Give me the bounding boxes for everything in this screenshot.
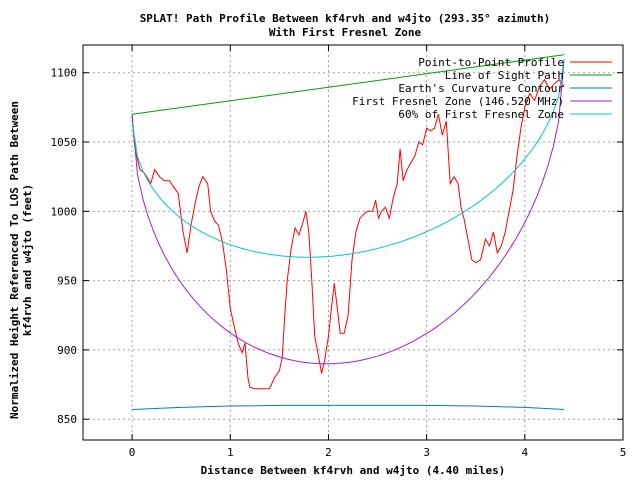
chart-title: SPLAT! Path Profile Between kf4rvh and w…	[140, 12, 551, 25]
y-tick-label: 900	[57, 344, 77, 357]
axis-ticks	[83, 45, 624, 440]
y-tick-label: 1000	[51, 205, 78, 218]
series-group	[131, 54, 565, 410]
y-tick-label: 850	[57, 413, 77, 426]
x-tick-label: 1	[227, 446, 234, 459]
x-tick-label: 0	[129, 446, 136, 459]
x-axis-label: Distance Between kf4rvh and w4jto (4.40 …	[201, 464, 506, 477]
series-line-3	[131, 58, 565, 365]
x-tick-label: 5	[620, 446, 627, 459]
plot-frame	[82, 44, 624, 441]
legend-label-2: Earth's Curvature Contour	[398, 82, 564, 95]
y-tick-label: 1100	[51, 67, 78, 80]
x-tick-label: 3	[423, 446, 430, 459]
legend-label-4: 60% of First Fresnel Zone	[398, 108, 564, 121]
y-tick-label: 1050	[51, 136, 78, 149]
series-line-2	[132, 404, 565, 410]
series-line-4	[131, 58, 565, 258]
x-tick-label: 4	[522, 446, 529, 459]
chart-subtitle: With First Fresnel Zone	[269, 26, 422, 39]
legend-label-1: Line of Sight Path	[445, 69, 564, 82]
series-line-1	[132, 54, 565, 115]
series-line-0	[131, 78, 565, 390]
legend-label-3: First Fresnel Zone (146.520 MHz)	[352, 95, 564, 108]
y-tick-label: 950	[57, 275, 77, 288]
legend-label-0: Point-to-Point Profile	[418, 56, 564, 69]
x-tick-label: 2	[325, 446, 332, 459]
y-axis-label: Normalized Height Referenced To LOS Path…	[8, 101, 21, 419]
y-axis-label-line2: kf4rvh and w4jto (feet)	[21, 184, 34, 336]
tick-labels: 0 1 2 3 4 5 850 900 950 1000 1050 1100	[51, 67, 627, 459]
